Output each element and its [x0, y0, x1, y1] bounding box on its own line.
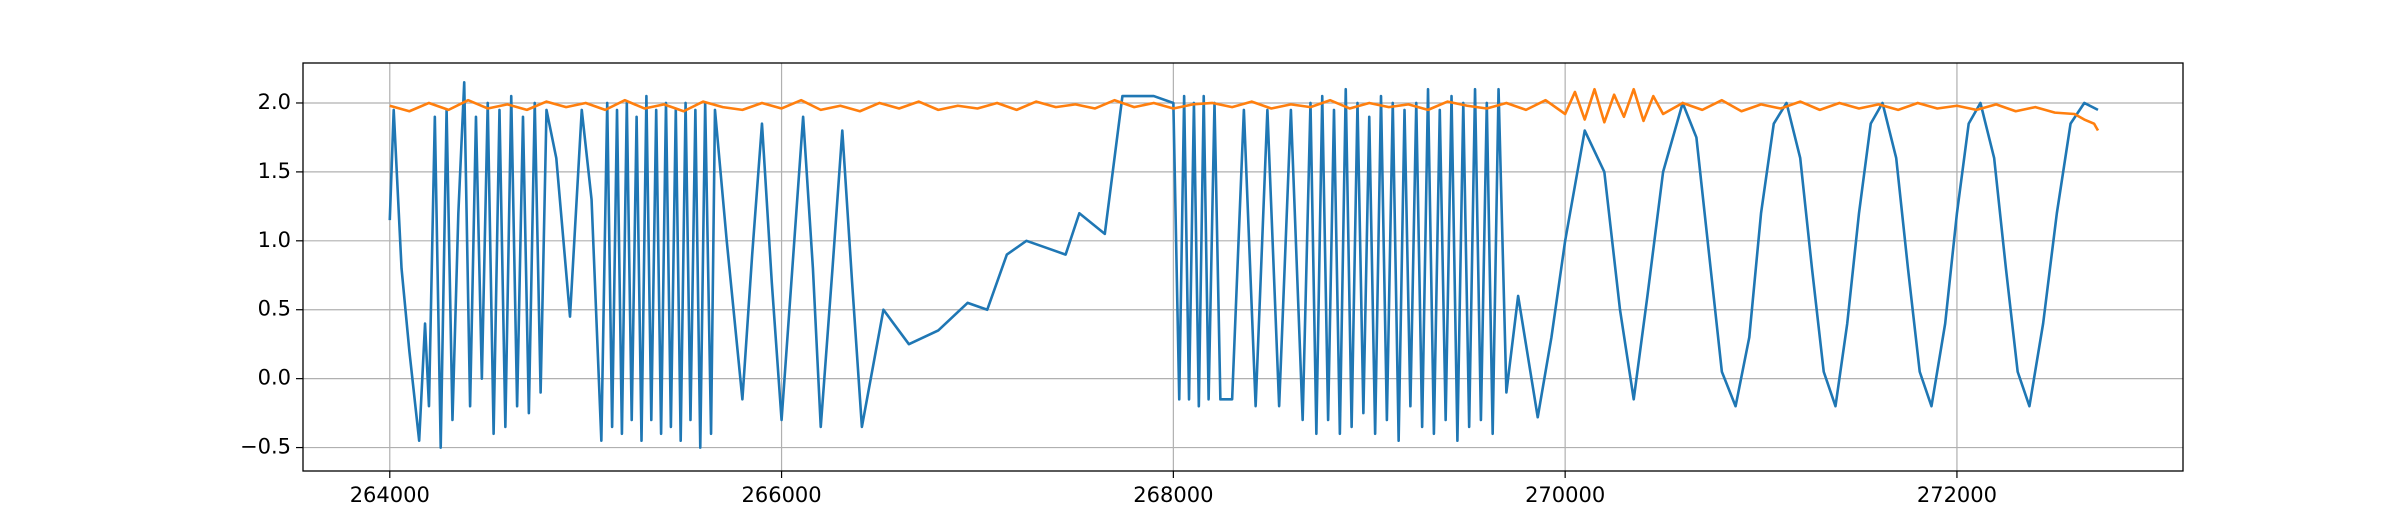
y-tick-label: 1.5: [258, 159, 291, 183]
x-tick-label: 266000: [741, 483, 821, 507]
y-tick-label: 0.5: [258, 297, 291, 321]
x-tick-label: 272000: [1917, 483, 1997, 507]
y-tick-label: 0.0: [258, 366, 291, 390]
x-tick-label: 264000: [350, 483, 430, 507]
plot-frame: [302, 62, 2184, 472]
y-tick-label: 1.0: [258, 228, 291, 252]
x-tick-label: 268000: [1133, 483, 1213, 507]
series-line: [389, 87, 2100, 132]
series-line: [388, 80, 2099, 449]
x-tick-label: 270000: [1525, 483, 1605, 507]
y-tick-label: −0.5: [240, 435, 291, 459]
y-tick-label: 2.0: [258, 90, 291, 114]
